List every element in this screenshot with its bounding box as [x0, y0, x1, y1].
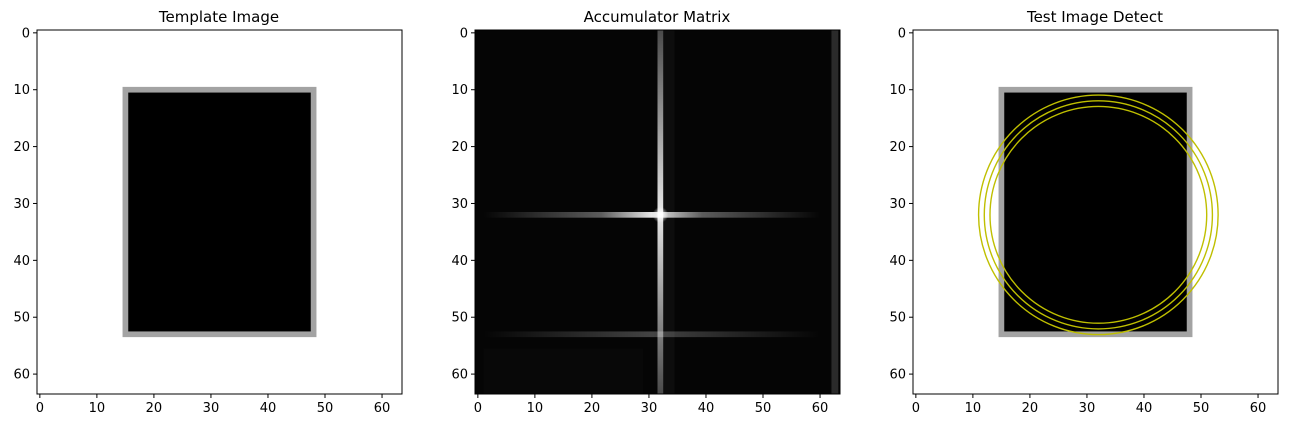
chart-title: Accumulator Matrix — [584, 8, 731, 26]
y-tick-label: 60 — [13, 368, 30, 383]
panel-accumulator-matrix: Accumulator Matrix 0 10 20 30 40 50 60 0 10 20 30 4… — [451, 8, 841, 416]
y-tick-label: 30 — [13, 197, 30, 212]
panel-test-image-detect: Test Image Detect 0 10 20 30 40 50 60 0 10 20 30 40… — [889, 8, 1279, 416]
y-tick-label: 40 — [13, 254, 30, 269]
y-tick-label: 40 — [889, 254, 906, 269]
accumulator-edge-line — [831, 30, 839, 394]
y-tick-label: 10 — [13, 83, 30, 98]
y-tick-label: 0 — [460, 26, 468, 41]
y-tick-label: 20 — [451, 140, 468, 155]
y-tick-label: 50 — [13, 311, 30, 326]
accumulator-secondary-ridge — [483, 331, 821, 338]
detected-circle — [977, 94, 1219, 336]
x-tick-label: 0 — [912, 401, 920, 416]
y-tick-label: 10 — [451, 83, 468, 98]
y-tick-label: 60 — [889, 368, 906, 383]
y-tick-label: 30 — [451, 197, 468, 212]
x-tick-label: 30 — [203, 401, 220, 416]
x-tick-label: 60 — [1250, 401, 1267, 416]
x-tick-label: 20 — [1022, 401, 1039, 416]
y-tick-label: 50 — [889, 311, 906, 326]
y-tick-label: 0 — [898, 26, 906, 41]
axes-frame — [474, 29, 841, 395]
x-tick-label: 0 — [474, 401, 482, 416]
panel-template-image: Template Image 0 10 20 30 40 50 60 0 10 20 30 40 50 6… — [13, 8, 403, 416]
y-tick-label: 20 — [889, 140, 906, 155]
x-tick-label: 50 — [1193, 401, 1210, 416]
axes-frame — [912, 29, 1279, 395]
x-tick-label: 10 — [527, 401, 544, 416]
accumulator-peak — [652, 206, 669, 223]
detected-circle — [989, 105, 1208, 324]
accumulator-block — [483, 348, 644, 394]
x-tick-label: 40 — [1136, 401, 1153, 416]
x-tick-label: 30 — [1079, 401, 1096, 416]
y-tick-label: 10 — [889, 83, 906, 98]
y-tick-label: 40 — [451, 254, 468, 269]
y-tick-label: 30 — [889, 197, 906, 212]
chart-title: Test Image Detect — [1026, 8, 1163, 26]
x-tick-label: 20 — [584, 401, 601, 416]
rectangle-fill — [1004, 92, 1187, 332]
y-tick-label: 50 — [451, 311, 468, 326]
x-tick-label: 60 — [374, 401, 391, 416]
x-tick-label: 40 — [698, 401, 715, 416]
x-tick-label: 60 — [812, 401, 829, 416]
x-tick-label: 0 — [36, 401, 44, 416]
x-tick-label: 50 — [755, 401, 772, 416]
x-tick-label: 20 — [146, 401, 163, 416]
x-tick-label: 10 — [89, 401, 106, 416]
x-tick-label: 10 — [965, 401, 982, 416]
x-tick-label: 30 — [641, 401, 658, 416]
x-tick-label: 40 — [260, 401, 277, 416]
y-tick-label: 60 — [451, 368, 468, 383]
y-tick-label: 20 — [13, 140, 30, 155]
y-tick-label: 0 — [22, 26, 30, 41]
rectangle-fill — [128, 92, 311, 332]
axes-frame — [36, 29, 403, 395]
x-tick-label: 50 — [317, 401, 334, 416]
detected-circle — [983, 100, 1214, 330]
chart-title: Template Image — [158, 8, 279, 26]
accumulator-horizontal-ridge — [483, 212, 821, 218]
